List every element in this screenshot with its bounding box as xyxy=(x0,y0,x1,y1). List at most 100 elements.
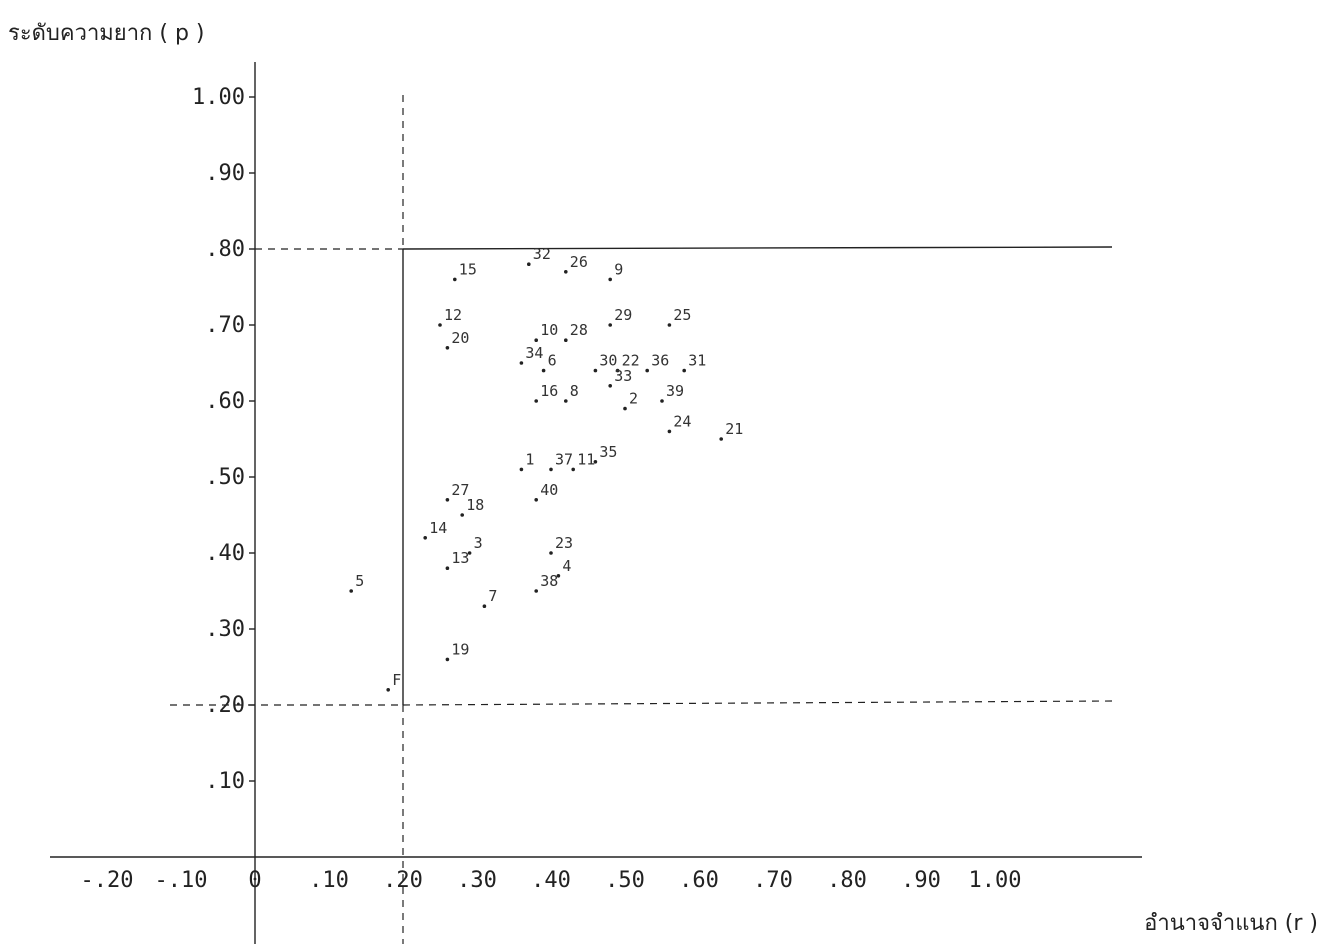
data-point xyxy=(623,406,627,411)
data-point xyxy=(608,277,612,282)
x-axis-title: อำนาจจำแนก (r ) xyxy=(1144,911,1318,936)
data-point xyxy=(682,368,686,373)
x-tick-label: .80 xyxy=(827,868,867,893)
data-point-label: 27 xyxy=(451,481,469,499)
data-point-label: 10 xyxy=(540,321,558,339)
data-point-label: 39 xyxy=(666,382,684,400)
data-point xyxy=(445,498,450,502)
data-point-label: 34 xyxy=(525,344,543,362)
data-point xyxy=(534,399,538,403)
data-point-label: 33 xyxy=(614,367,632,385)
x-tick-label: 1.00 xyxy=(969,868,1022,893)
data-point xyxy=(608,323,612,327)
y-tick-labels: 1.00 .90 .80 .70 .60 .50 .40 .30 .20 .10 xyxy=(192,85,255,794)
data-point-label: 16 xyxy=(540,382,558,400)
data-point xyxy=(445,346,450,350)
data-point-label: 29 xyxy=(614,306,632,324)
data-point-label: 9 xyxy=(614,260,623,278)
data-point-label: 8 xyxy=(570,382,579,400)
data-point xyxy=(519,467,524,472)
data-point-label: 6 xyxy=(548,352,557,370)
data-point-label: 18 xyxy=(466,496,484,514)
data-point-label: F xyxy=(392,671,401,689)
data-point xyxy=(564,399,568,403)
data-point xyxy=(549,467,553,472)
data-point-label: 30 xyxy=(599,352,617,370)
data-point xyxy=(386,688,391,692)
x-tick-label: -.20 xyxy=(81,868,134,893)
data-point-label: 31 xyxy=(688,352,706,370)
data-point-label: 15 xyxy=(459,260,477,278)
data-point xyxy=(534,338,538,343)
data-point xyxy=(564,270,568,274)
axes xyxy=(50,62,1142,944)
data-point-label: 7 xyxy=(488,587,497,605)
data-point xyxy=(549,551,553,555)
data-point-label: 3 xyxy=(474,534,483,552)
data-point xyxy=(571,467,575,472)
data-point xyxy=(453,277,457,282)
data-point-label: 19 xyxy=(451,640,469,658)
data-point-label: 23 xyxy=(555,534,573,552)
x-tick-label: .10 xyxy=(309,868,349,893)
y-tick-label: .50 xyxy=(205,465,245,490)
y-tick-label: .30 xyxy=(205,617,245,642)
data-point-label: 26 xyxy=(570,253,588,271)
data-point-label: 4 xyxy=(562,557,571,575)
data-point xyxy=(645,368,649,373)
data-point-label: 40 xyxy=(540,481,558,499)
data-point xyxy=(445,657,450,662)
data-point-label: 11 xyxy=(577,450,595,468)
data-point-label: 38 xyxy=(540,572,558,590)
x-tick-label: 0 xyxy=(248,868,261,893)
data-point xyxy=(534,498,538,502)
data-point xyxy=(534,589,538,593)
data-point xyxy=(667,323,672,327)
y-tick-label: 1.00 xyxy=(192,85,245,110)
x-tick-label: .90 xyxy=(901,868,941,893)
data-point-label: 1 xyxy=(525,450,534,468)
data-point xyxy=(593,368,598,373)
data-point-label: 2 xyxy=(629,390,638,408)
data-point xyxy=(564,338,568,343)
data-point xyxy=(445,566,450,570)
y-tick-label: .90 xyxy=(205,161,245,186)
data-point xyxy=(467,551,472,555)
data-point xyxy=(615,368,620,373)
data-point-label: 21 xyxy=(725,420,743,438)
data-point-label: 28 xyxy=(570,321,588,339)
data-point xyxy=(667,429,672,434)
data-point xyxy=(593,460,598,464)
y-tick-label: .10 xyxy=(205,769,245,794)
data-point-label: 20 xyxy=(451,329,469,347)
data-point xyxy=(519,361,524,365)
data-point-label: 22 xyxy=(622,352,640,370)
x-tick-label: .70 xyxy=(753,868,793,893)
y-tick-label: .40 xyxy=(205,541,245,566)
reference-lines xyxy=(170,95,1113,944)
data-point xyxy=(482,604,487,608)
data-point xyxy=(423,536,428,540)
x-tick-label: .60 xyxy=(679,868,719,893)
data-point-label: 35 xyxy=(599,443,617,461)
data-point-label: 12 xyxy=(444,306,462,324)
data-point xyxy=(460,513,465,517)
data-point xyxy=(719,437,723,441)
data-point-label: 13 xyxy=(451,549,469,567)
y-tick-label: .20 xyxy=(205,693,245,718)
horizontal-solid-line-80 xyxy=(402,246,1113,250)
y-tick-label: .80 xyxy=(205,237,245,262)
data-point xyxy=(608,384,612,388)
y-axis-title: ระดับความยาก ( p ) xyxy=(8,21,205,46)
data-point xyxy=(660,399,664,403)
x-tick-label: -.10 xyxy=(155,868,208,893)
x-tick-labels: -.20 -.10 0 .10 .20 .30 .40 .50 .60 .70 .80 .90 1.00 xyxy=(81,868,1022,893)
y-tick-label: .70 xyxy=(205,313,245,338)
data-point-label: 14 xyxy=(429,519,447,537)
data-point xyxy=(527,262,531,267)
y-tick-label: .60 xyxy=(205,389,245,414)
horizontal-dashed-line-20-right xyxy=(402,700,1113,706)
